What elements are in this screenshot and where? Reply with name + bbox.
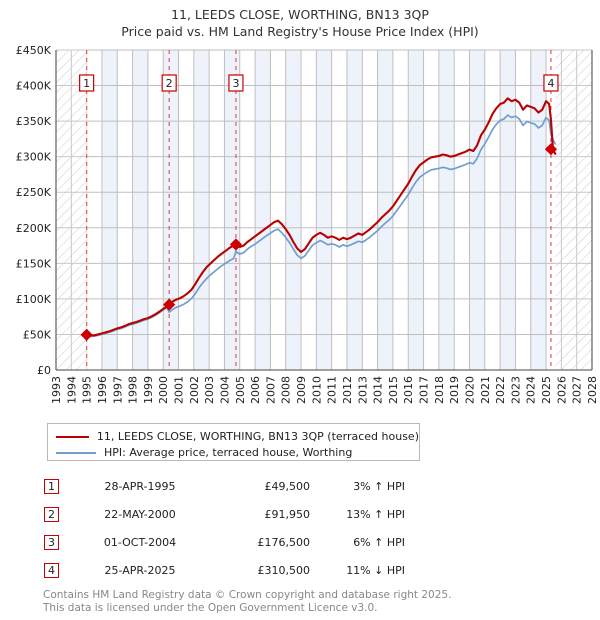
y-axis-tick-label: £300K: [16, 151, 52, 164]
transaction-hpi-delta-3: 6% ↑ HPI: [353, 535, 405, 549]
transactions-table: 1 28-APR-1995 £49,500 3% ↑ HPI 2 22-MAY-…: [44, 472, 434, 584]
x-axis-tick-label: 2017: [418, 376, 431, 404]
x-axis-tick-label: 2000: [157, 376, 170, 404]
x-axis-tick-label: 2003: [203, 376, 216, 404]
transaction-badge-3: 3: [44, 534, 59, 550]
out-of-range-hatching: [55, 49, 593, 371]
transaction-date-4: 25-APR-2025: [104, 563, 176, 577]
transaction-date-1: 28-APR-1995: [104, 479, 176, 493]
transaction-flag-1: [79, 74, 95, 92]
x-axis-tick-label: 2024: [525, 376, 538, 404]
x-axis-tick-label: 2007: [264, 376, 277, 404]
chart-title-block: 11, LEEDS CLOSE, WORTHING, BN13 3QP Pric…: [0, 6, 600, 40]
footer-line-2: This data is licensed under the Open Gov…: [43, 601, 378, 614]
axes: [55, 50, 593, 371]
transaction-badge-2: 2: [44, 506, 59, 522]
transaction-date-2: 22-MAY-2000: [104, 507, 176, 521]
table-row: 1 28-APR-1995 £49,500 3% ↑ HPI: [44, 472, 434, 500]
y-axis-tick-label: £100K: [16, 293, 52, 306]
transaction-hpi-delta-4: 11% ↓ HPI: [346, 563, 405, 577]
y-axis-tick-label: £450K: [16, 44, 52, 57]
transaction-flag-label-3: 3: [232, 77, 239, 90]
x-axis-tick-label: 2004: [219, 376, 232, 404]
chart-legend: 11, LEEDS CLOSE, WORTHING, BN13 3QP (ter…: [47, 423, 420, 461]
x-axis-tick-label: 2025: [540, 376, 553, 404]
transaction-number-flags: 1 2 3 4: [79, 74, 559, 92]
x-axis-tick-label: 2020: [464, 376, 477, 404]
transaction-badge-1: 1: [44, 478, 59, 494]
x-axis-tick-label: 2016: [402, 376, 415, 404]
x-axis-tick-label: 2011: [326, 376, 339, 404]
y-axis-tick-label: £250K: [16, 186, 52, 199]
transaction-date-3: 01-OCT-2004: [103, 535, 177, 549]
transaction-marker-lines: [86, 50, 552, 370]
transaction-price-2: £91,950: [264, 507, 311, 521]
table-row: 3 01-OCT-2004 £176,500 6% ↑ HPI: [44, 528, 434, 556]
footer-attribution: Contains HM Land Registry data © Crown c…: [43, 589, 563, 614]
x-axis-tick-label: 2001: [173, 376, 186, 404]
table-row: 2 22-MAY-2000 £91,950 13% ↑ HPI: [44, 500, 434, 528]
y-axis-tick-label: £200K: [16, 222, 52, 235]
legend-item-property: 11, LEEDS CLOSE, WORTHING, BN13 3QP (ter…: [48, 429, 419, 444]
table-row: 4 25-APR-2025 £310,500 11% ↓ HPI: [44, 556, 434, 584]
x-axis-tick-label: 2027: [571, 376, 584, 404]
legend-label-property: 11, LEEDS CLOSE, WORTHING, BN13 3QP (ter…: [96, 430, 419, 443]
transaction-flag-label-1: 1: [83, 77, 90, 90]
x-axis-tick-label: 2023: [509, 376, 522, 404]
page-subtitle: Price paid vs. HM Land Registry's House …: [121, 24, 479, 39]
x-axis-tick-label: 2026: [555, 376, 568, 404]
x-axis-tick-label: 2013: [356, 376, 369, 404]
transaction-hpi-delta-2: 13% ↑ HPI: [346, 507, 405, 521]
x-axis-tick-label: 1998: [127, 376, 140, 404]
transaction-flag-label-2: 2: [166, 77, 173, 90]
x-axis-tick-label: 2012: [341, 376, 354, 404]
legend-swatch-hpi-icon: [56, 451, 96, 454]
x-axis-tick-label: 1997: [111, 376, 124, 404]
y-axis-tick-label: £150K: [16, 257, 52, 270]
x-axis-tick-label: 2028: [586, 376, 599, 404]
x-axis-tick-label: 2006: [249, 376, 262, 404]
transaction-badge-4: 4: [44, 562, 59, 578]
x-axis-tick-label: 1999: [142, 376, 155, 404]
transaction-price-4: £310,500: [257, 563, 311, 577]
x-axis-tick-label: 2002: [188, 376, 201, 404]
x-axis-tick-label: 2009: [295, 376, 308, 404]
transaction-hpi-delta-1: 3% ↑ HPI: [353, 479, 405, 493]
x-axis-tick-label: 1993: [50, 376, 63, 404]
y-axis-tick-label: £400K: [16, 80, 52, 93]
page-title: 11, LEEDS CLOSE, WORTHING, BN13 3QP: [171, 7, 429, 22]
y-axis-tick-label: £50K: [23, 328, 52, 341]
x-axis-tick-label: 2015: [387, 376, 400, 404]
legend-label-hpi: HPI: Average price, terraced house, Wort…: [104, 446, 353, 459]
x-axis-tick-label: 2019: [448, 376, 461, 404]
transaction-price-3: £176,500: [257, 535, 311, 549]
transaction-flag-label-4: 4: [547, 77, 554, 90]
x-axis-tick-label: 2021: [479, 376, 492, 404]
y-axis-tick-label: £0: [37, 364, 51, 377]
transaction-flag-2: [161, 74, 177, 92]
x-axis-tick-label: 1996: [96, 376, 109, 404]
legend-swatch-property-icon: [56, 435, 89, 438]
y-axis-tick-label: £350K: [16, 115, 52, 128]
legend-item-hpi: HPI: Average price, terraced house, Wort…: [48, 445, 419, 460]
transaction-points: [80, 143, 558, 341]
x-axis-tick-label: 1994: [65, 376, 78, 404]
transaction-flag-3: [228, 74, 244, 92]
y-axis-labels: £0 £50K £100K £150K £200K £250K £300K £350K £400…: [16, 44, 52, 377]
price-history-chart: £0 £50K £100K £150K £200K £250K £300K £350K £400…: [16, 44, 599, 404]
transaction-flag-4: [543, 74, 559, 92]
x-axis-tick-label: 2014: [372, 376, 385, 404]
x-axis-tick-label: 2022: [494, 376, 507, 404]
x-axis-tick-label: 2010: [310, 376, 323, 404]
x-axis-tick-label: 2018: [433, 376, 446, 404]
year-bands: [71, 50, 577, 370]
x-axis-labels: 1993 1994 1995 1996 1997 1998 1999 2000 2001 2002…: [50, 376, 599, 404]
x-axis-tick-label: 1995: [81, 376, 94, 404]
footer-line-1: Contains HM Land Registry data © Crown c…: [43, 589, 452, 601]
x-axis-tick-label: 2008: [280, 376, 293, 404]
transaction-price-1: £49,500: [264, 479, 311, 493]
x-axis-tick-label: 2005: [234, 376, 247, 404]
